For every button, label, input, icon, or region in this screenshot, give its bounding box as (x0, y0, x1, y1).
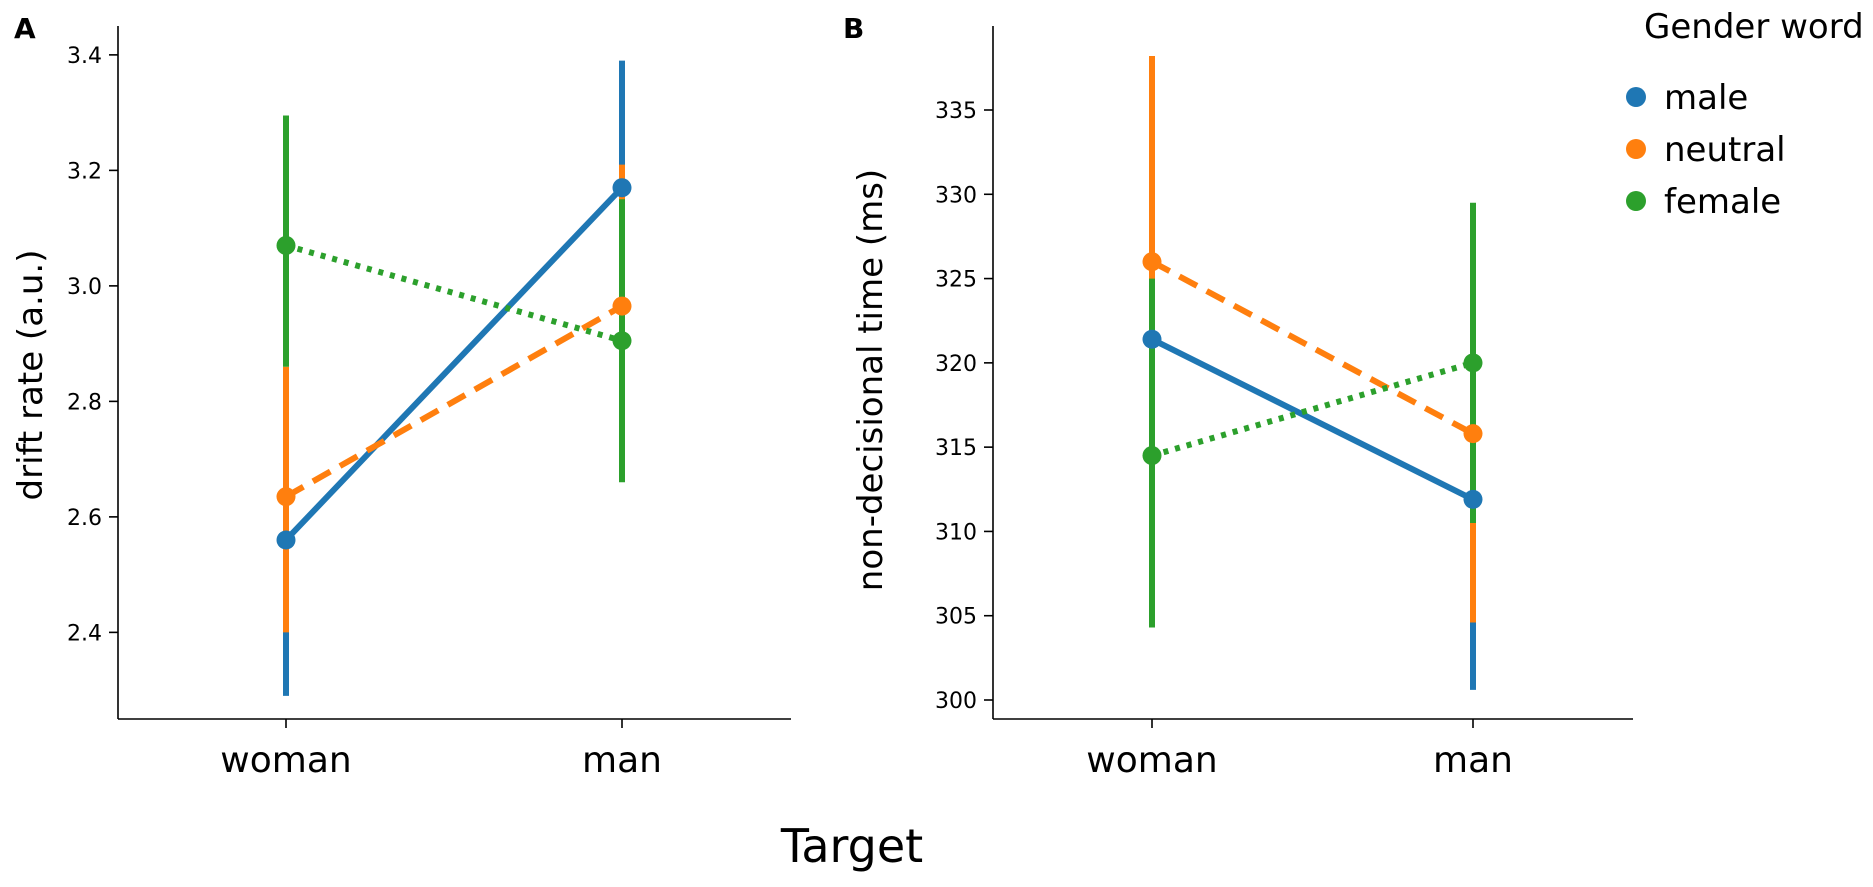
panel-b-neutral-point-man (1463, 424, 1483, 444)
panel-a-neutral-point-woman (276, 487, 296, 507)
panel-b-y-ticks: 300 305 310 315 320 325 330 335 (935, 99, 993, 714)
panel-a-female-point-man (612, 331, 632, 351)
legend-marker-male (1626, 87, 1646, 107)
panel-b-y-tick-label: 325 (935, 268, 977, 293)
panel-a-y-ticks: 2.4 2.6 2.8 3.0 3.2 3.4 (67, 44, 118, 646)
panel-a-male-point-man (612, 178, 632, 198)
panel-a-female-line (285, 242, 623, 344)
panel-b-y-tick-label: 300 (935, 689, 977, 714)
panel-b-y-tick-label: 330 (935, 183, 977, 208)
panel-a-male-point-woman (276, 530, 296, 550)
panel-a-neutral-point-man (612, 296, 632, 316)
legend-label-neutral: neutral (1664, 130, 1786, 170)
panel-b-male-point-man (1463, 489, 1483, 509)
panel-b-male-point-woman (1142, 329, 1162, 349)
panel-b-neutral-line (1150, 259, 1475, 437)
panel-b-female-line (1151, 359, 1474, 459)
figure-x-axis-label: Target (780, 819, 923, 873)
legend-label-male: male (1664, 78, 1748, 118)
panel-b: B 300 305 310 315 320 325 330 335 woman man non-… (843, 12, 1633, 781)
panel-a-y-tick-label: 3.2 (67, 159, 102, 184)
panel-b-y-tick-label: 335 (935, 99, 977, 124)
panel-b-y-tick-label: 305 (935, 605, 977, 630)
panel-b-y-tick-label: 320 (935, 352, 977, 377)
panel-b-x-tick-label-man: man (1433, 740, 1513, 781)
panel-a-x-ticks: woman man (220, 719, 662, 781)
panel-a-x-tick-label-woman: woman (220, 740, 351, 781)
panel-a-y-tick-label: 2.8 (67, 390, 102, 415)
legend-title: Gender word (1644, 7, 1864, 47)
panel-a: A 2.4 2.6 2.8 3.0 3.2 3.4 woman man drift rate… (11, 12, 791, 781)
panel-a-female-point-woman (276, 235, 296, 255)
legend-marker-female (1626, 191, 1646, 211)
panel-b-male-line (1150, 336, 1475, 503)
panel-a-y-tick-label: 2.6 (67, 506, 102, 531)
panel-a-x-tick-label-man: man (582, 740, 662, 781)
panel-b-female-point-woman (1142, 446, 1162, 466)
panel-b-female-point-man (1463, 353, 1483, 373)
panel-a-y-tick-label: 3.4 (67, 44, 102, 69)
panel-a-y-tick-label: 2.4 (67, 621, 102, 646)
panel-b-letter: B (843, 12, 864, 45)
panel-b-neutral-point-woman (1142, 252, 1162, 272)
legend-marker-neutral (1626, 139, 1646, 159)
panel-a-series (276, 60, 632, 696)
legend-entries: male neutral female (1626, 78, 1786, 222)
panel-b-y-tick-label: 315 (935, 436, 977, 461)
panel-b-y-axis-label: non-decisional time (ms) (851, 169, 891, 591)
panel-a-y-tick-label: 3.0 (67, 275, 102, 300)
panel-b-x-ticks: woman man (1086, 719, 1513, 781)
panel-b-series (1142, 56, 1483, 690)
panel-b-x-tick-label-woman: woman (1086, 740, 1217, 781)
panel-a-letter: A (14, 12, 36, 45)
panel-a-y-axis-label: drift rate (a.u.) (11, 250, 51, 501)
legend: Gender word male neutral female (1626, 7, 1864, 222)
panel-a-male-line (283, 185, 625, 543)
panel-b-y-tick-label: 310 (935, 520, 977, 545)
panel-a-neutral-line (284, 303, 624, 500)
legend-label-female: female (1664, 182, 1781, 222)
